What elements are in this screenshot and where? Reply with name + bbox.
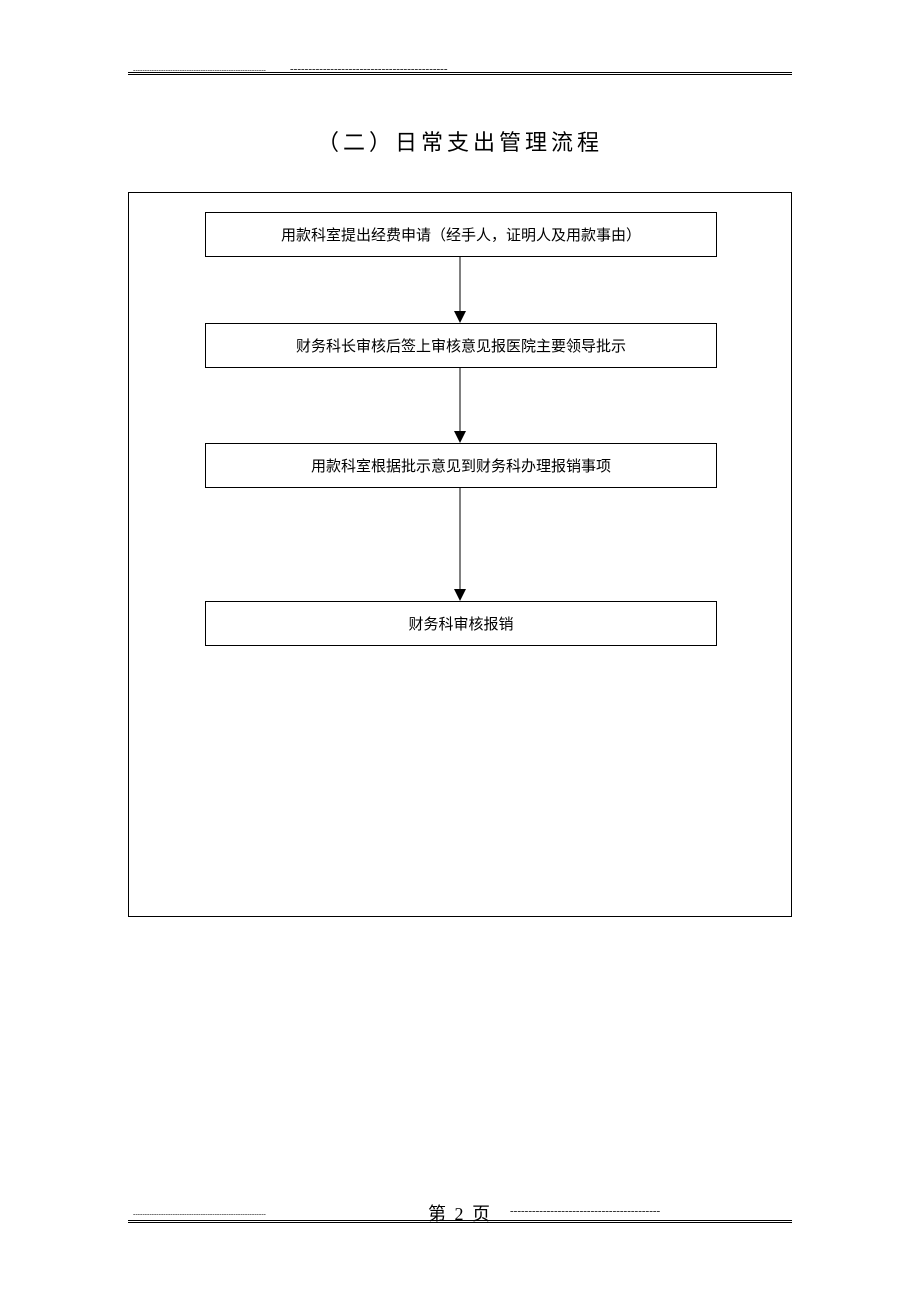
flowchart-arrow-3-line: [460, 488, 461, 589]
flowchart-node-1-label: 用款科室提出经费申请（经手人，证明人及用款事由）: [281, 224, 641, 245]
header-rule-top: [128, 72, 792, 73]
flowchart-node-2-label: 财务科长审核后签上审核意见报医院主要领导批示: [296, 335, 626, 356]
footer-dashes: ----------------------------------------…: [510, 1205, 660, 1217]
flowchart-arrow-1-line: [460, 257, 461, 311]
flowchart-arrow-2-line: [460, 368, 461, 431]
flowchart-node-3: 用款科室根据批示意见到财务科办理报销事项: [205, 443, 717, 488]
flowchart-node-3-label: 用款科室根据批示意见到财务科办理报销事项: [311, 455, 611, 476]
flowchart-arrow-1-head: [454, 311, 466, 323]
footer-rule-bottom: [128, 1222, 792, 1223]
flowchart-node-4-label: 财务科审核报销: [408, 613, 513, 634]
flowchart-container: 用款科室提出经费申请（经手人，证明人及用款事由） 财务科长审核后签上审核意见报医…: [128, 192, 792, 917]
page-title: （二）日常支出管理流程: [0, 125, 920, 157]
flowchart-node-1: 用款科室提出经费申请（经手人，证明人及用款事由）: [205, 212, 717, 257]
footer-rule-top: [128, 1220, 792, 1221]
flowchart-node-2: 财务科长审核后签上审核意见报医院主要领导批示: [205, 323, 717, 368]
header-rule-bottom: [128, 74, 792, 75]
flowchart-arrow-2-head: [454, 431, 466, 443]
flowchart-node-4: 财务科审核报销: [205, 601, 717, 646]
flowchart-arrow-3-head: [454, 589, 466, 601]
